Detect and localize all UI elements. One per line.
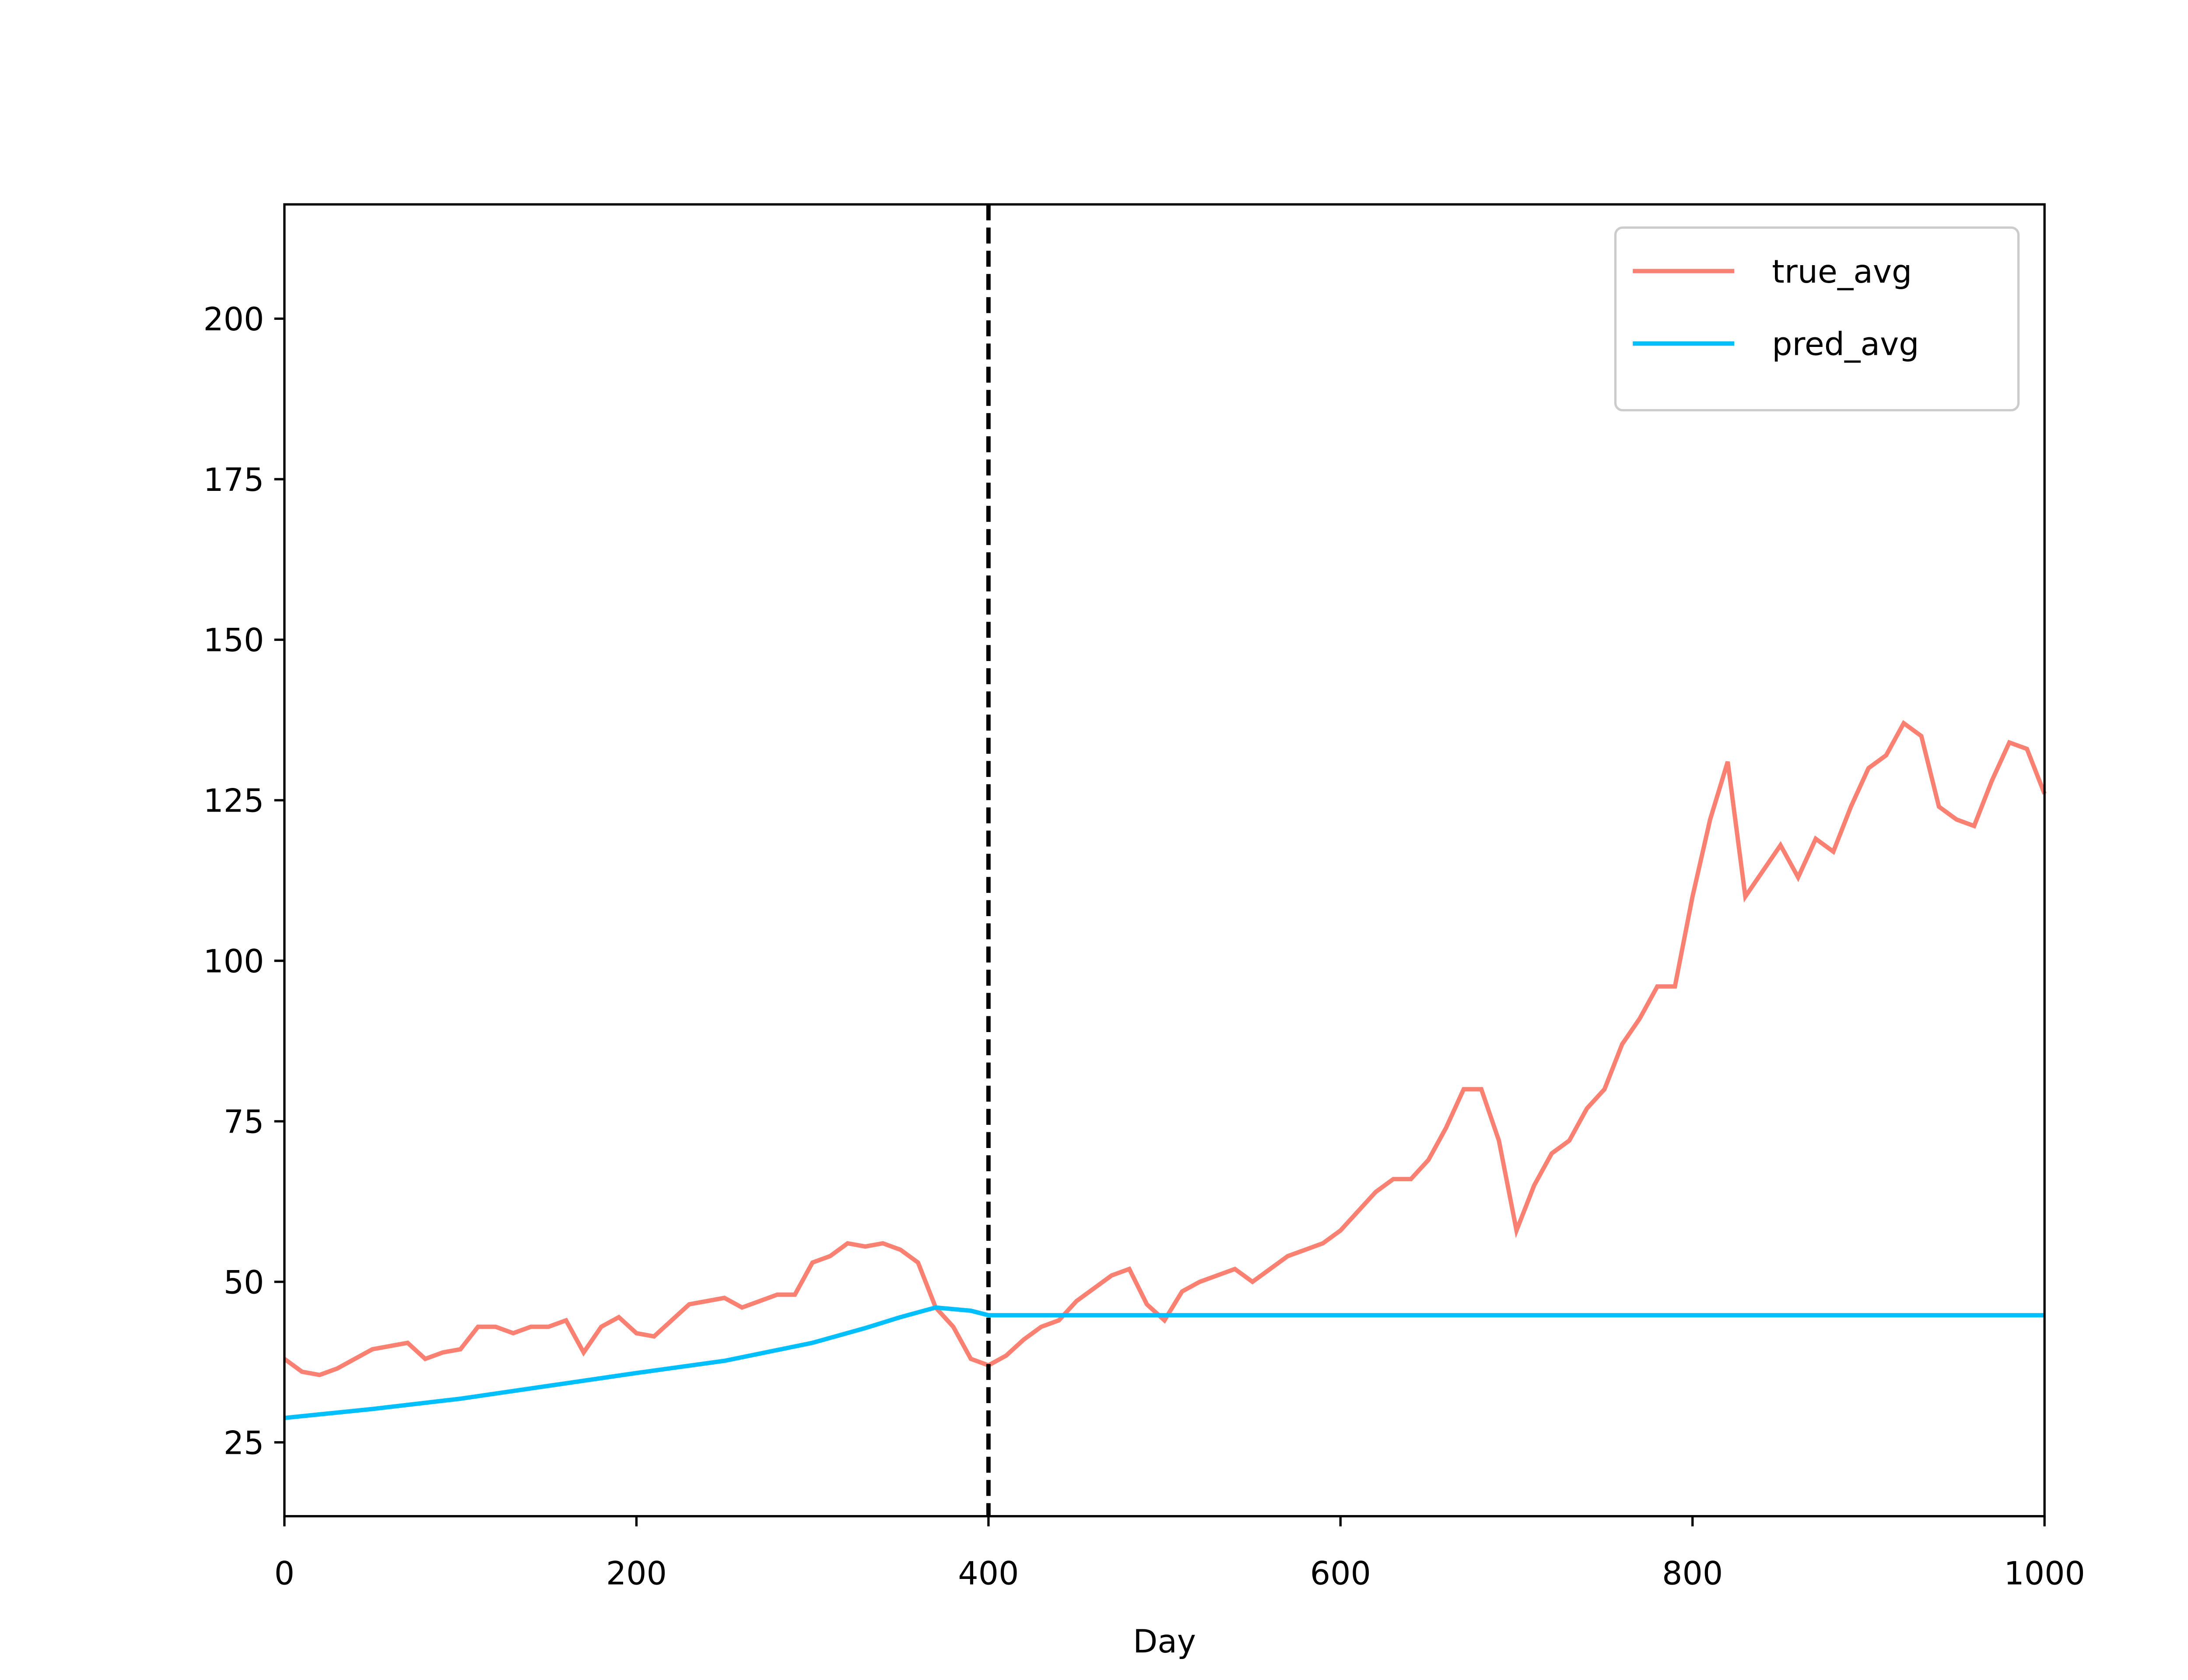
y-tick-label: 125 <box>203 783 264 820</box>
legend: true_avg pred_avg <box>1614 226 2020 412</box>
y-tick-label: 50 <box>224 1264 264 1301</box>
y-tick-label: 175 <box>203 462 264 499</box>
plot-frame <box>283 203 2046 1518</box>
y-tick-label: 200 <box>203 301 264 338</box>
x-tick-label: 0 <box>274 1555 295 1592</box>
legend-label: pred_avg <box>1772 326 1919 363</box>
y-tick-label: 100 <box>203 943 264 980</box>
x-tick-label: 800 <box>1662 1555 1723 1592</box>
x-axis-label: Day <box>1133 1623 1196 1660</box>
y-tick-label: 25 <box>224 1424 264 1462</box>
legend-label: true_avg <box>1772 253 1912 290</box>
x-tick-label: 1000 <box>2004 1555 2085 1592</box>
y-tick-label: 75 <box>224 1103 264 1141</box>
data-line <box>284 1305 2045 1421</box>
data-line <box>283 720 2047 1377</box>
y-tick-label: 150 <box>203 622 264 659</box>
x-tick-label: 600 <box>1310 1555 1371 1592</box>
x-tick-label: 400 <box>958 1555 1019 1592</box>
x-tick-label: 200 <box>606 1555 667 1592</box>
